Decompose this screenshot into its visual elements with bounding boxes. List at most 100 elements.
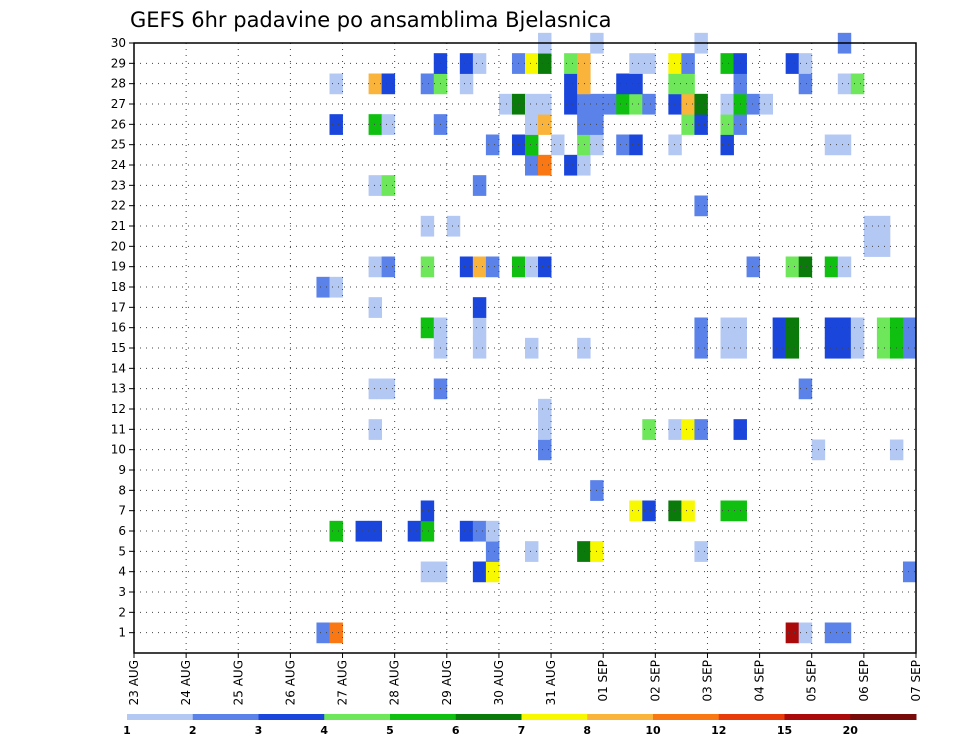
cell-member-25-115	[629, 134, 643, 156]
cell-member-25-111	[551, 134, 565, 156]
legend-label: 1	[123, 724, 131, 737]
cell-member-1-0	[316, 622, 330, 644]
cell-member-28-157	[577, 73, 591, 95]
x-tick-label: 27 AUG	[336, 660, 350, 705]
y-tick-label: 8	[118, 483, 126, 497]
y-tick-label: 4	[118, 565, 126, 579]
y-tick-label: 12	[111, 402, 126, 416]
cell-member-16-65	[694, 317, 708, 339]
cell-member-19-81	[381, 256, 396, 278]
legend-label: 4	[320, 724, 328, 737]
cell-member-15-55	[785, 337, 800, 359]
cell-member-28-150	[329, 73, 343, 95]
legend-swatch	[258, 714, 325, 720]
cell-member-19-92	[824, 256, 839, 278]
cell-member-28-161	[681, 73, 695, 95]
legend-swatch	[390, 714, 457, 720]
cell-member-28-158	[616, 73, 630, 95]
cell-member-18-79	[329, 276, 343, 298]
cell-member-27-149	[759, 93, 774, 115]
y-tick-label: 19	[111, 260, 126, 274]
x-tick-label: 26 AUG	[283, 660, 297, 705]
cell-member-15-54	[772, 337, 787, 359]
cell-member-19-89	[746, 256, 760, 278]
x-tick-label: 07 SEP	[909, 660, 923, 702]
cell-member-1-3	[798, 622, 813, 644]
cell-member-6-21	[459, 520, 474, 542]
cell-member-29-168	[472, 53, 487, 74]
cell-member-5-12	[525, 541, 539, 562]
cell-member-19-88	[538, 256, 552, 278]
cell-member-26-128	[681, 114, 695, 135]
cell-member-29-167	[459, 53, 474, 74]
cell-member-29-170	[525, 53, 539, 74]
y-tick-label: 21	[111, 219, 126, 233]
legend-swatch	[192, 714, 259, 720]
cell-member-18-78	[316, 276, 330, 298]
cell-member-28-153	[420, 73, 435, 95]
cell-member-5-13	[577, 541, 591, 562]
legend-swatch	[784, 714, 851, 720]
cell-member-27-136	[564, 93, 578, 115]
x-tick-label: 01 SEP	[596, 660, 610, 702]
cell-member-24-105	[538, 154, 552, 176]
grid-layer	[134, 42, 916, 653]
cell-member-11-36	[538, 419, 552, 440]
cell-member-28-163	[798, 73, 813, 95]
cell-member-29-178	[720, 53, 734, 74]
cell-member-6-19	[407, 520, 422, 542]
legend-swatch	[587, 714, 654, 720]
cell-member-1-4	[824, 622, 839, 644]
legend-label: 10	[645, 724, 661, 737]
y-tick-label: 17	[111, 300, 126, 314]
y-tick-label: 5	[118, 544, 126, 558]
cell-member-16-75	[902, 317, 917, 339]
cell-member-27-134	[525, 93, 539, 115]
cell-member-7-26	[642, 500, 656, 522]
cell-member-7-24	[420, 500, 435, 522]
x-tick-label: 29 AUG	[440, 660, 454, 705]
cell-member-17-76	[368, 297, 383, 318]
cell-member-6-22	[472, 520, 487, 542]
legend-label: 6	[452, 724, 460, 737]
cell-member-26-122	[381, 114, 396, 135]
cell-member-28-151	[368, 73, 383, 95]
y-tick-label: 18	[111, 280, 126, 294]
legend-label: 5	[386, 724, 394, 737]
cell-member-27-143	[668, 93, 682, 115]
cell-member-21-99	[876, 215, 891, 237]
cell-member-28-152	[381, 73, 396, 95]
cell-member-27-140	[616, 93, 630, 115]
cell-member-27-135	[538, 93, 552, 115]
cell-member-1-1	[329, 622, 343, 644]
cell-member-26-124	[525, 114, 539, 135]
cell-member-15-57	[837, 337, 852, 359]
cell-member-5-11	[485, 541, 500, 562]
cell-member-27-139	[603, 93, 617, 115]
cell-member-15-51	[694, 337, 708, 359]
x-axis: 23 AUG 24 AUG 25 AUG 26 AUG 27 AUG 28 AUG 29 A…	[127, 653, 923, 705]
y-tick-label: 14	[111, 361, 126, 375]
cell-member-21-97	[446, 215, 461, 237]
cell-member-20-95	[876, 236, 891, 257]
cell-member-16-72	[850, 317, 865, 339]
y-tick-label: 7	[118, 504, 126, 518]
y-tick-label: 15	[111, 341, 126, 355]
cell-member-6-20	[420, 520, 435, 542]
cell-member-27-145	[694, 93, 708, 115]
y-tick-label: 24	[111, 158, 126, 172]
y-tick-label: 27	[111, 97, 126, 111]
cell-member-27-142	[642, 93, 656, 115]
cell-member-27-146	[720, 93, 734, 115]
colorbar-legend: 1 2 3 4 5 6 7 8 10 12 15 20	[123, 714, 917, 737]
y-tick-label: 22	[111, 199, 126, 213]
cell-member-11-37	[642, 419, 656, 440]
x-tick-label: 04 SEP	[753, 660, 767, 702]
cell-member-12-42	[538, 398, 552, 420]
y-tick-label: 29	[111, 56, 126, 70]
cell-member-26-130	[720, 114, 734, 135]
cell-member-21-96	[420, 215, 435, 237]
cell-member-7-29	[720, 500, 734, 522]
cell-member-29-174	[629, 53, 643, 74]
